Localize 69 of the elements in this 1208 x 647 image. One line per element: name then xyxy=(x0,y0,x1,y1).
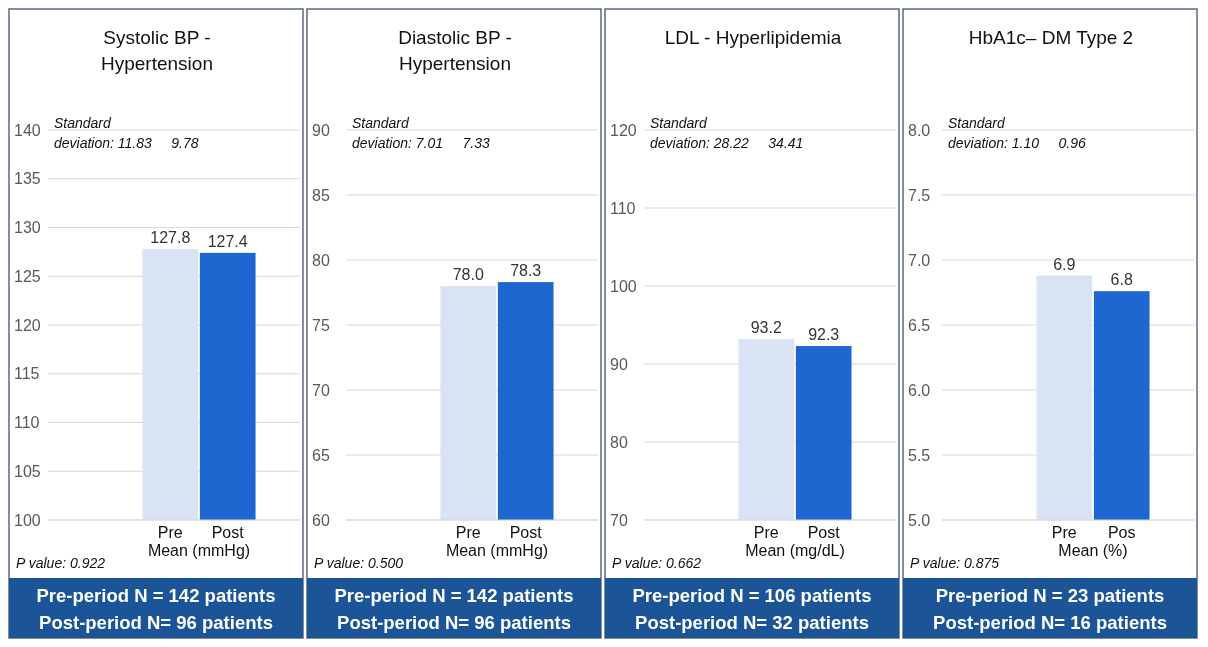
y-tick-label: 90 xyxy=(610,355,628,373)
x-axis-title: Mean (mg/dL) xyxy=(745,542,845,559)
data-label: 78.3 xyxy=(510,262,542,280)
y-tick-label: 115 xyxy=(14,365,40,383)
y-tick-label: 5.5 xyxy=(908,446,931,464)
data-label: 127.4 xyxy=(207,232,248,250)
text: Pre-period N = 142 patients xyxy=(36,585,276,606)
y-tick-label: 65 xyxy=(312,446,330,464)
y-tick-label: 7.5 xyxy=(908,186,931,204)
chart-title: HbA1c– DM Type 2 xyxy=(968,27,1134,48)
y-tick-label: 100 xyxy=(14,511,41,529)
y-tick-label: 120 xyxy=(610,121,637,139)
y-tick-label: 70 xyxy=(312,381,330,399)
x-tick-label: Pre xyxy=(157,524,183,541)
x-tick-label: Pre xyxy=(1051,524,1077,541)
annotation: Standard deviation: 11.83 9.78 xyxy=(54,115,199,151)
y-tick-label: 5.0 xyxy=(908,511,931,529)
y-tick-label: 110 xyxy=(610,199,636,217)
y-tick-label: 130 xyxy=(14,219,41,237)
text: Pre-period N = 142 patients xyxy=(334,585,574,606)
x-tick-label: Pos xyxy=(1107,524,1136,541)
x-tick-label: Pre xyxy=(753,524,779,541)
annotation: Standard deviation: 1.10 0.96 xyxy=(948,115,1086,151)
data-label: 127.8 xyxy=(150,228,191,246)
y-tick-label: 85 xyxy=(312,186,330,204)
data-label: 78.0 xyxy=(452,266,484,283)
text: Post-period N= 96 patients xyxy=(337,612,571,633)
text: Pre-period N = 106 patients xyxy=(632,585,872,606)
y-tick-label: 105 xyxy=(14,462,41,480)
data-label: 6.8 xyxy=(1110,271,1133,289)
y-tick-label: 70 xyxy=(610,511,628,529)
data-label: 93.2 xyxy=(750,319,782,337)
text: Post-period N= 16 patients xyxy=(933,612,1167,633)
text: P value: 0.662 xyxy=(612,555,702,571)
y-tick-label: 6.0 xyxy=(908,381,931,399)
x-axis-title: Mean (mmHg) xyxy=(147,542,251,559)
y-tick-label: 120 xyxy=(14,316,41,334)
annotation: Standard deviation: 7.01 7.33 xyxy=(352,115,490,151)
y-tick-label: 100 xyxy=(610,277,637,295)
data-label: 92.3 xyxy=(808,326,840,344)
y-tick-label: 7.0 xyxy=(908,251,931,269)
y-tick-label: 90 xyxy=(312,121,330,139)
chart-title: Systolic BP - Hypertension xyxy=(101,27,213,74)
y-tick-label: 80 xyxy=(312,251,330,269)
text: Post-period N= 96 patients xyxy=(39,612,273,633)
y-tick-label: 75 xyxy=(312,316,330,334)
text: P value: 0.875 xyxy=(910,555,1000,571)
y-tick-label: 8.0 xyxy=(908,121,931,139)
y-tick-label: 60 xyxy=(312,511,330,529)
x-tick-label: Post xyxy=(509,524,543,541)
y-tick-label: 80 xyxy=(610,433,628,451)
x-tick-label: Post xyxy=(807,524,841,541)
y-tick-label: 110 xyxy=(14,414,40,432)
y-tick-label: 6.5 xyxy=(908,316,931,334)
chart-title: Diastolic BP - Hypertension xyxy=(398,27,512,74)
data-label: 6.9 xyxy=(1053,255,1076,273)
annotation: Standard deviation: 28.22 34.41 xyxy=(650,115,804,151)
x-axis-title: Mean (mmHg) xyxy=(445,542,549,559)
y-tick-label: 135 xyxy=(14,170,41,188)
x-axis-title: Mean (%) xyxy=(1058,542,1128,559)
y-tick-label: 125 xyxy=(14,267,41,285)
text: Pre-period N = 23 patients xyxy=(935,585,1165,606)
text: P value: 0.500 xyxy=(314,555,404,571)
text: P value: 0.922 xyxy=(16,555,106,571)
x-tick-label: Pre xyxy=(455,524,481,541)
chart-title: LDL - Hyperlipidemia xyxy=(664,27,842,48)
text: Post-period N= 32 patients xyxy=(635,612,869,633)
y-tick-label: 140 xyxy=(14,121,41,139)
x-tick-label: Post xyxy=(211,524,245,541)
